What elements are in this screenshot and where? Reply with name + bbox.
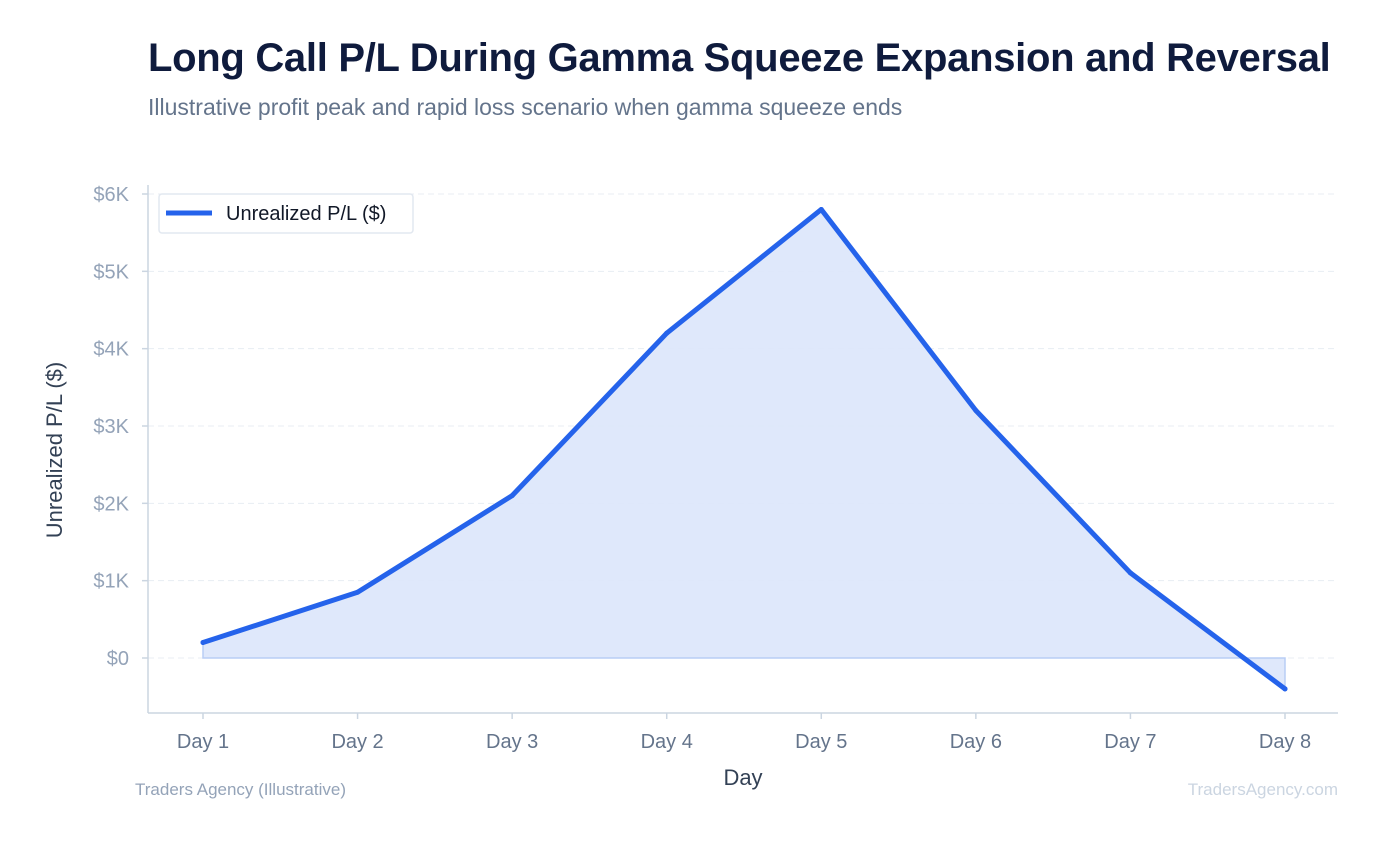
legend-label: Unrealized P/L ($) <box>226 203 386 225</box>
x-tick-label-3: Day 4 <box>641 731 693 753</box>
data-point-5 <box>973 408 979 414</box>
y-tick-labels: $0 $1K $2K $3K $4K $5K $6K <box>93 184 148 670</box>
series-line <box>200 206 1288 692</box>
data-point-4 <box>818 206 824 212</box>
y-tick-label-0: $0 <box>107 648 129 670</box>
x-tick-labels: Day 1 Day 2 Day 3 Day 4 Day 5 Day 6 Day 7 Day 8 <box>177 713 1311 753</box>
y-axis-title: Unrealized P/L ($) <box>42 362 67 538</box>
y-tick-label-3: $3K <box>93 416 129 438</box>
y-tick-label-1: $1K <box>93 571 129 593</box>
axes <box>147 185 1338 714</box>
area-fill-layer <box>202 208 1286 691</box>
series-line-layer <box>200 206 1288 692</box>
legend: Unrealized P/L ($) <box>158 193 414 234</box>
watermark: TradersAgency.com <box>1187 780 1338 799</box>
y-tick-label-5: $5K <box>93 261 129 283</box>
chart-subtitle: Illustrative profit peak and rapid loss … <box>148 94 903 120</box>
chart-title: Long Call P/L During Gamma Squeeze Expan… <box>148 36 1331 80</box>
data-point-2 <box>509 493 515 499</box>
x-tick-label-7: Day 8 <box>1259 731 1311 753</box>
x-tick-label-1: Day 2 <box>331 731 383 753</box>
x-tick-label-4: Day 5 <box>795 731 847 753</box>
x-tick-label-6: Day 7 <box>1104 731 1156 753</box>
source-note: Traders Agency (Illustrative) <box>135 780 346 799</box>
legend-box <box>158 193 414 234</box>
x-axis-title: Day <box>723 765 762 790</box>
x-tick-label-0: Day 1 <box>177 731 229 753</box>
y-tick-label-6: $6K <box>93 184 129 206</box>
area-fill <box>202 208 1286 691</box>
x-tick-label-2: Day 3 <box>486 731 538 753</box>
x-tick-label-5: Day 6 <box>950 731 1002 753</box>
data-point-1 <box>355 589 361 595</box>
y-tick-label-2: $2K <box>93 493 129 515</box>
data-point-0 <box>200 640 206 646</box>
data-point-7 <box>1282 686 1288 692</box>
y-tick-label-4: $4K <box>93 339 129 361</box>
data-point-6 <box>1127 570 1133 576</box>
data-point-3 <box>664 330 670 336</box>
